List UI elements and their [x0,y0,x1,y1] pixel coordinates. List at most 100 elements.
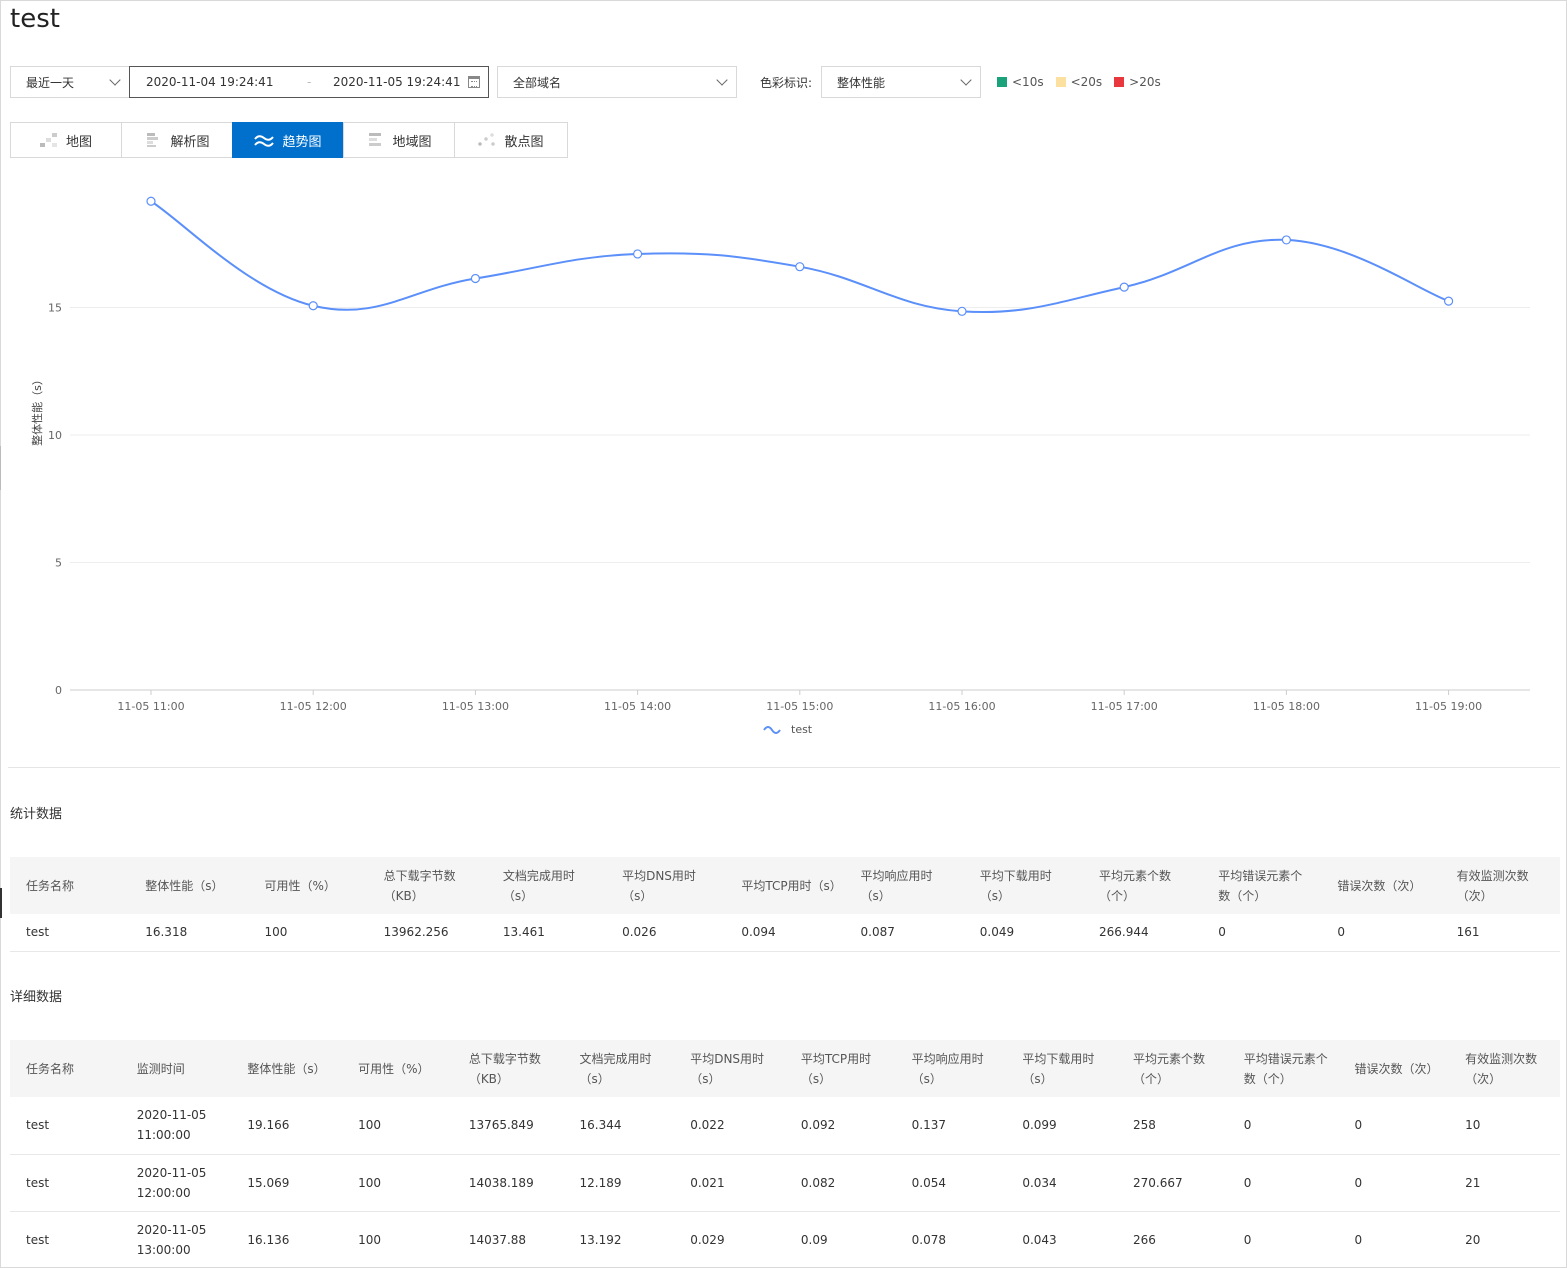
x-tick-label: 11-05 12:00 [280,700,347,713]
metric-select[interactable]: 整体性能 [821,66,981,98]
table-cell: 266.944 [1082,914,1203,952]
table-cell: 0 [1338,1211,1450,1268]
view-tabs: 地图 解析图 趋势图 地域图 散点图 [10,122,568,158]
domain-select[interactable]: 全部域名 [497,66,737,98]
data-point [1119,282,1129,292]
table-cell: 0.043 [1006,1211,1118,1268]
row-indicator [0,888,2,918]
swatch-box [1114,77,1125,87]
column-header: 平均元素个数（个） [1117,1040,1228,1097]
table-cell: 13765.849 [452,1097,564,1155]
column-header: 平均TCP用时（s） [784,1040,896,1097]
details-section-title: 详细数据 [10,990,63,1005]
column-header: 平均TCP用时（s） [725,857,845,914]
column-header: 平均错误元素个数（个） [1227,1040,1339,1097]
tab-trend[interactable]: 趋势图 [232,122,344,158]
tab-label: 趋势图 [282,134,322,150]
column-header: 监测时间 [120,1040,232,1097]
column-header: 有效监测次数（次） [1449,1040,1560,1097]
side-handle[interactable] [0,446,1,490]
table-cell: test [10,1154,121,1212]
table-cell: 15.069 [231,1154,343,1212]
tab-label: 地图 [65,134,92,150]
column-header: 任务名称 [10,857,130,914]
table-cell: 100 [342,1097,453,1155]
chevron-down-icon [716,74,728,86]
table-cell: 16.136 [231,1211,343,1268]
column-header: 平均响应用时（s） [844,857,964,914]
table-cell: 258 [1117,1097,1228,1155]
column-header: 整体性能（s） [231,1040,343,1097]
y-tick-label: 15 [48,302,62,315]
data-point [146,196,156,206]
table-cell: 270.667 [1117,1154,1228,1212]
date-start[interactable]: 2020-11-04 19:24:41 [146,75,274,89]
swatch-box [1055,77,1066,87]
column-header: 平均DNS用时（s） [674,1040,785,1097]
parse-chart-icon [144,133,163,147]
chevron-down-icon [960,74,972,86]
table-cell: 0.034 [1006,1154,1118,1212]
table-cell: 0 [1338,1154,1450,1212]
table-cell: 13962.256 [367,914,487,952]
table-cell: test [10,1097,121,1155]
table-row: test 2020-11-05 13:00:00 16.136 100 14037.88… [10,1211,1560,1268]
x-tick-label: 11-05 13:00 [442,700,509,713]
table-cell: 0.087 [844,914,964,952]
legend-series-label: test [791,723,813,736]
table-cell: 13.461 [486,914,607,952]
table-cell: 0 [1227,1097,1339,1155]
table-cell: 0 [1227,1154,1339,1212]
table-cell: 266 [1117,1211,1228,1268]
column-header: 总下载字节数（KB） [452,1040,564,1097]
column-header: 平均响应用时（s） [895,1040,1007,1097]
data-point [957,306,967,316]
x-tick-label: 11-05 15:00 [766,700,833,713]
column-header: 文档完成用时（s） [563,1040,675,1097]
table-cell: test [10,914,130,952]
x-tick-label: 11-05 14:00 [604,700,671,713]
tab-parse-chart[interactable]: 解析图 [121,122,233,158]
data-point [308,301,318,311]
trend-icon [254,133,275,147]
stats-section-title: 统计数据 [10,807,63,822]
table-cell: 2020-11-05 12:00:00 [120,1154,232,1212]
tab-region-chart[interactable]: 地域图 [343,122,455,158]
legend-series-icon [763,726,781,734]
color-legend: <10s <20s >20s [997,75,1161,89]
table-cell: 2020-11-05 13:00:00 [120,1211,232,1268]
color-legend-label: 色彩标识: [760,76,813,90]
swatch-box [997,77,1007,87]
column-header: 任务名称 [10,1040,121,1097]
table-row: test 2020-11-05 12:00:00 15.069 100 14038.18… [10,1154,1560,1212]
filter-bar: 最近一天 2020-11-04 19:24:41 - 2020-11-05 19… [10,66,1550,98]
table-cell: 0.092 [784,1097,896,1155]
table-cell: 2020-11-05 11:00:00 [120,1097,232,1155]
stats-table: 任务名称 整体性能（s） 可用性（%） 总下载字节数（KB） 文档完成用时（s） 平均DN… [10,857,1560,952]
data-point [1281,235,1292,245]
date-separator: - [307,75,312,89]
calendar-icon[interactable] [468,76,480,88]
x-tick-label: 11-05 11:00 [117,700,184,713]
date-range-picker[interactable]: 2020-11-04 19:24:41 - 2020-11-05 19:24:4… [129,66,489,98]
map-icon [39,133,58,147]
swatch-label: <10s [1012,75,1044,89]
column-header: 有效监测次数（次） [1440,857,1560,914]
date-end[interactable]: 2020-11-05 19:24:41 [333,75,461,89]
table-cell: 0.029 [674,1211,785,1268]
table-cell: 13.192 [563,1211,675,1268]
time-range-select[interactable]: 最近一天 [10,66,130,98]
table-cell: 16.318 [129,914,249,952]
tab-scatter[interactable]: 散点图 [454,122,568,158]
tab-label: 解析图 [170,134,210,150]
column-header: 平均元素个数（个） [1082,857,1203,914]
table-cell: 0.099 [1006,1097,1118,1155]
legend-swatch: <20s [1055,75,1102,89]
table-cell: 20 [1449,1211,1560,1268]
tab-map[interactable]: 地图 [10,122,122,158]
trend-chart: 0 5 10 15 整体性能（s） 11-05 11:00 11-05 12:00 11-05… [30,196,1530,736]
page-title: test [10,4,60,34]
x-tick-label: 11-05 17:00 [1091,700,1158,713]
data-point [632,249,643,259]
y-tick-label: 0 [55,684,62,697]
